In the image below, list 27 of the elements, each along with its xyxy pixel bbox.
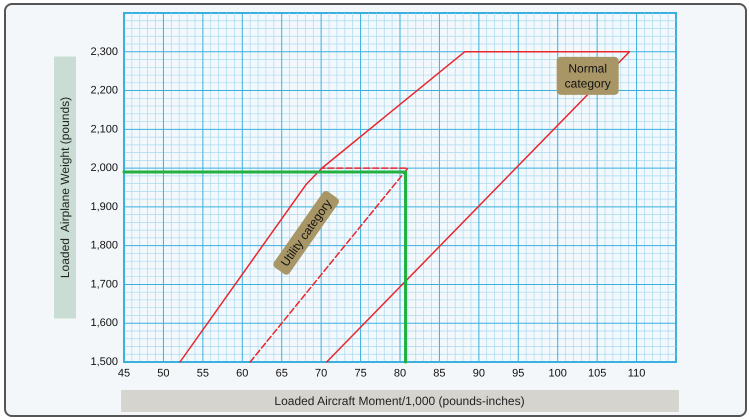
y-tick-label: 2,100: [90, 123, 118, 136]
line-series: [179, 51, 630, 363]
x-tick-label: 80: [394, 368, 406, 380]
y-tick-label: 1,500: [90, 356, 118, 368]
x-tick-label: 45: [118, 368, 130, 380]
x-tick-label: 50: [157, 368, 170, 380]
y-tick-label: 1,600: [90, 317, 118, 330]
y-tick-label: 1,800: [90, 240, 118, 252]
x-tick-label: 110: [628, 368, 646, 380]
annotation: Normal category: [564, 61, 611, 90]
y-tick-label: 2,300: [90, 46, 118, 58]
y-tick-label: 2,000: [90, 162, 118, 174]
x-tick-label: 90: [472, 368, 485, 380]
x-axis-title: Loaded Aircraft Moment/1,000 (pounds-inches): [274, 394, 525, 408]
y-tick-label: 1,900: [90, 200, 118, 213]
x-tick-label: 85: [433, 368, 446, 380]
x-tick-label: 95: [512, 368, 524, 380]
y-axis-title: Loaded Airplane Weight (pounds): [58, 96, 72, 278]
x-tick-label: 60: [236, 368, 248, 380]
x-tick-label: 55: [196, 368, 209, 380]
x-tick-label: 65: [276, 368, 288, 380]
x-tick-label: 105: [588, 368, 606, 380]
x-tick-label: 70: [315, 368, 328, 380]
y-tick-label: 2,200: [90, 84, 118, 97]
x-tick-label: 100: [548, 368, 567, 380]
x-tick-label: 75: [354, 368, 367, 380]
y-tick-label: 1,700: [90, 278, 118, 290]
